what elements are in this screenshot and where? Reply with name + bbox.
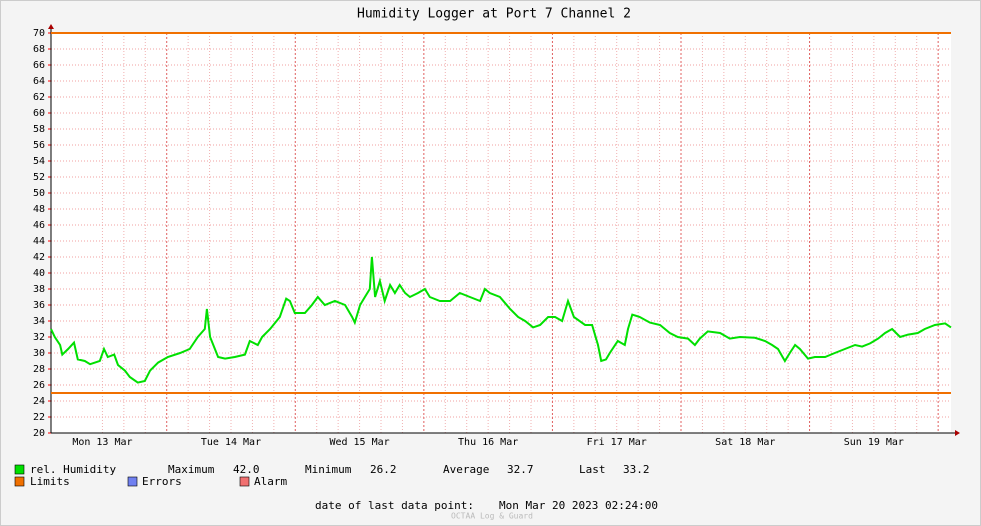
- y-tick-label: 58: [33, 124, 45, 135]
- stat-name: Maximum: [168, 463, 215, 476]
- legend-swatch: [239, 476, 250, 487]
- stat-value: 26.2: [370, 463, 397, 476]
- y-tick-label: 40: [33, 268, 45, 279]
- y-tick-label: 66: [33, 60, 45, 71]
- stat-value: 33.2: [623, 463, 650, 476]
- y-tick-label: 64: [33, 76, 45, 87]
- stat-value: 32.7: [507, 463, 534, 476]
- legend-swatch: [14, 476, 25, 487]
- y-tick-label: 22: [33, 412, 45, 423]
- footer-label: date of last data point:: [315, 499, 474, 512]
- x-tick-label: Thu 16 Mar: [458, 437, 518, 448]
- stat-name: Minimum: [305, 463, 352, 476]
- watermark: OCTAA Log & Guard: [451, 512, 533, 521]
- legend-swatch: [14, 464, 25, 475]
- axis-arrow: [955, 430, 960, 436]
- legend-label: rel. Humidity: [30, 463, 116, 476]
- y-tick-label: 30: [33, 348, 45, 359]
- legend-label: Limits: [30, 475, 70, 488]
- y-tick-label: 56: [33, 140, 45, 151]
- x-tick-label: Mon 13 Mar: [72, 437, 132, 448]
- y-tick-label: 48: [33, 204, 45, 215]
- y-tick-label: 36: [33, 300, 45, 311]
- y-tick-label: 24: [33, 396, 45, 407]
- y-tick-label: 42: [33, 252, 45, 263]
- footer-date: Mon Mar 20 2023 02:24:00: [499, 499, 658, 512]
- x-tick-label: Sat 18 Mar: [715, 437, 775, 448]
- y-tick-label: 50: [33, 188, 45, 199]
- y-tick-label: 68: [33, 44, 45, 55]
- x-tick-label: Tue 14 Mar: [201, 437, 261, 448]
- stat-value: 42.0: [233, 463, 260, 476]
- y-tick-label: 60: [33, 108, 45, 119]
- chart-title: Humidity Logger at Port 7 Channel 2: [357, 7, 631, 22]
- y-tick-label: 62: [33, 92, 45, 103]
- y-tick-label: 32: [33, 332, 45, 343]
- y-tick-label: 46: [33, 220, 45, 231]
- y-tick-label: 28: [33, 364, 45, 375]
- stat-name: Average: [443, 463, 489, 476]
- x-tick-label: Fri 17 Mar: [587, 437, 647, 448]
- y-tick-label: 44: [33, 236, 45, 247]
- y-tick-label: 26: [33, 380, 45, 391]
- y-tick-label: 52: [33, 172, 45, 183]
- y-tick-label: 20: [33, 428, 45, 439]
- y-tick-label: 38: [33, 284, 45, 295]
- stat-name: Last: [579, 463, 606, 476]
- legend-label: Alarm: [254, 475, 287, 488]
- plot-area: [51, 33, 951, 433]
- x-tick-label: Sun 19 Mar: [844, 437, 904, 448]
- x-tick-label: Wed 15 Mar: [329, 437, 389, 448]
- y-tick-label: 34: [33, 316, 45, 327]
- legend-swatch: [127, 476, 138, 487]
- y-tick-label: 54: [33, 156, 45, 167]
- legend-label: Errors: [142, 475, 182, 488]
- axis-arrow: [48, 24, 54, 29]
- y-tick-label: 70: [33, 28, 45, 39]
- data-line: [50, 256, 952, 384]
